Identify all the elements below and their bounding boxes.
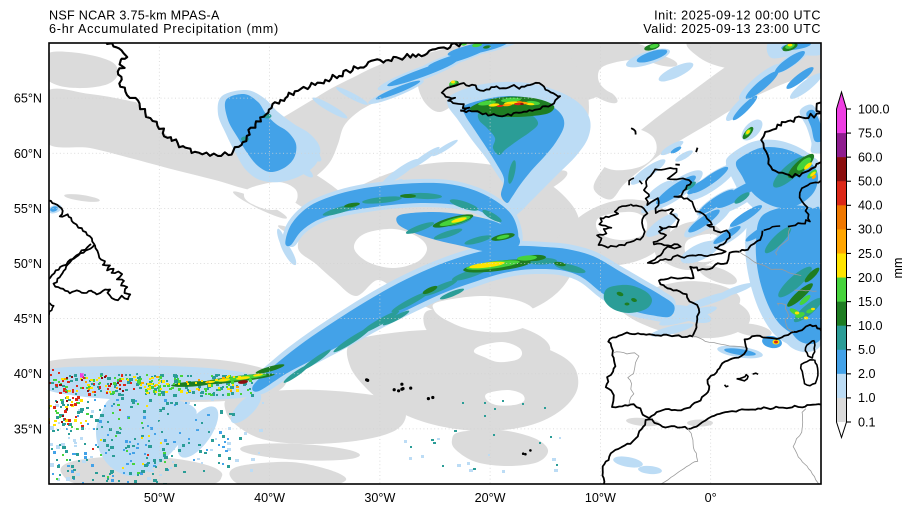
svg-text:50.0: 50.0	[858, 175, 883, 189]
svg-text:65°N: 65°N	[14, 92, 42, 106]
svg-text:55°N: 55°N	[14, 202, 42, 216]
svg-text:mm: mm	[891, 258, 905, 279]
svg-text:Valid: 2025-09-13 23:00 UTC: Valid: 2025-09-13 23:00 UTC	[643, 22, 821, 36]
svg-text:20.0: 20.0	[858, 271, 883, 285]
svg-text:40.0: 40.0	[858, 199, 883, 213]
svg-text:50°W: 50°W	[144, 491, 175, 505]
svg-text:60°N: 60°N	[14, 147, 42, 161]
svg-text:35°N: 35°N	[14, 422, 42, 436]
svg-text:1.0: 1.0	[858, 391, 876, 405]
svg-text:10°W: 10°W	[585, 491, 616, 505]
svg-text:0°: 0°	[705, 491, 717, 505]
svg-text:100.0: 100.0	[858, 102, 890, 116]
svg-text:Init: 2025-09-12 00:00 UTC: Init: 2025-09-12 00:00 UTC	[654, 9, 821, 23]
svg-text:45°N: 45°N	[14, 312, 42, 326]
svg-text:25.0: 25.0	[858, 247, 883, 261]
svg-text:50°N: 50°N	[14, 257, 42, 271]
svg-text:30°W: 30°W	[364, 491, 395, 505]
svg-text:2.0: 2.0	[858, 367, 876, 381]
svg-text:5.0: 5.0	[858, 343, 876, 357]
svg-text:20°W: 20°W	[475, 491, 506, 505]
svg-text:15.0: 15.0	[858, 295, 883, 309]
svg-text:40°W: 40°W	[254, 491, 285, 505]
svg-text:75.0: 75.0	[858, 126, 883, 140]
svg-text:60.0: 60.0	[858, 150, 883, 164]
svg-text:NSF NCAR 3.75-km MPAS-A: NSF NCAR 3.75-km MPAS-A	[49, 9, 220, 23]
svg-text:40°N: 40°N	[14, 367, 42, 381]
svg-text:0.1: 0.1	[858, 415, 876, 429]
svg-text:6-hr Accumulated Precipitation: 6-hr Accumulated Precipitation (mm)	[49, 22, 279, 36]
svg-text:30.0: 30.0	[858, 223, 883, 237]
svg-text:10.0: 10.0	[858, 319, 883, 333]
